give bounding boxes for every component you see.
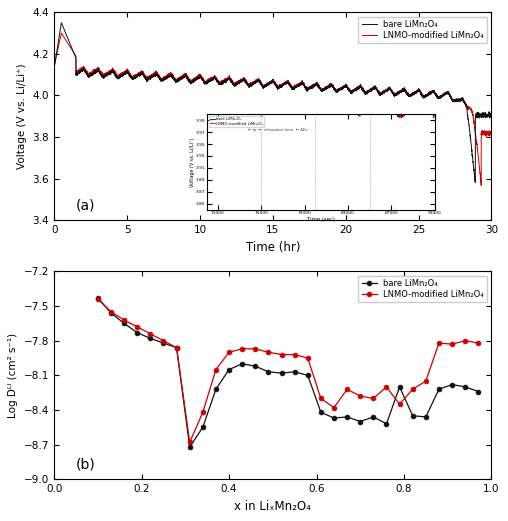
- LNMO-modified LiMn₂O₄: [292, 352, 298, 358]
- Line: bare LiMn₂O₄: bare LiMn₂O₄: [54, 23, 491, 183]
- LNMO-modified LiMn₂O₄: [239, 345, 245, 352]
- LNMO-modified LiMn₂O₄: [423, 378, 429, 384]
- LNMO-modified LiMn₂O₄: [51, 63, 57, 69]
- bare LiMn₂O₄: [147, 336, 153, 342]
- LNMO-modified LiMn₂O₄: [488, 129, 494, 135]
- bare LiMn₂O₄: [278, 370, 284, 376]
- LNMO-modified LiMn₂O₄: [449, 341, 455, 348]
- bare LiMn₂O₄: [423, 414, 429, 420]
- bare LiMn₂O₄: [377, 92, 384, 98]
- bare LiMn₂O₄: [95, 295, 101, 301]
- bare LiMn₂O₄: [292, 369, 298, 375]
- Text: (a): (a): [76, 199, 96, 213]
- LNMO-modified LiMn₂O₄: [121, 317, 127, 323]
- Line: bare LiMn₂O₄: bare LiMn₂O₄: [96, 295, 481, 449]
- LNMO-modified LiMn₂O₄: [200, 409, 206, 415]
- LNMO-modified LiMn₂O₄: [344, 386, 350, 392]
- bare LiMn₂O₄: [436, 386, 442, 392]
- LNMO-modified LiMn₂O₄: [436, 340, 442, 346]
- LNMO-modified LiMn₂O₄: [213, 366, 219, 373]
- bare LiMn₂O₄: [357, 418, 363, 425]
- LNMO-modified LiMn₂O₄: [370, 395, 376, 402]
- bare LiMn₂O₄: [134, 329, 140, 336]
- bare LiMn₂O₄: [409, 413, 416, 419]
- LNMO-modified LiMn₂O₄: [186, 439, 193, 445]
- bare LiMn₂O₄: [370, 414, 376, 420]
- bare LiMn₂O₄: [397, 384, 403, 390]
- LNMO-modified LiMn₂O₄: [462, 338, 468, 344]
- LNMO-modified LiMn₂O₄: [134, 324, 140, 330]
- Line: LNMO-modified LiMn₂O₄: LNMO-modified LiMn₂O₄: [96, 297, 481, 445]
- LNMO-modified LiMn₂O₄: [397, 401, 403, 407]
- X-axis label: Time (hr): Time (hr): [245, 241, 300, 254]
- LNMO-modified LiMn₂O₄: [336, 86, 342, 93]
- bare LiMn₂O₄: [58, 20, 65, 26]
- LNMO-modified LiMn₂O₄: [108, 309, 114, 315]
- LNMO-modified LiMn₂O₄: [313, 80, 320, 86]
- LNMO-modified LiMn₂O₄: [252, 345, 259, 352]
- Legend: bare LiMn₂O₄, LNMO-modified LiMn₂O₄: bare LiMn₂O₄, LNMO-modified LiMn₂O₄: [358, 17, 487, 43]
- bare LiMn₂O₄: [108, 310, 114, 316]
- bare LiMn₂O₄: [410, 91, 417, 97]
- bare LiMn₂O₄: [449, 381, 455, 388]
- LNMO-modified LiMn₂O₄: [384, 384, 390, 390]
- bare LiMn₂O₄: [384, 421, 390, 427]
- LNMO-modified LiMn₂O₄: [305, 355, 311, 361]
- bare LiMn₂O₄: [200, 424, 206, 430]
- Legend: bare LiMn₂O₄, LNMO-modified LiMn₂O₄: bare LiMn₂O₄, LNMO-modified LiMn₂O₄: [358, 276, 487, 302]
- bare LiMn₂O₄: [336, 87, 342, 93]
- bare LiMn₂O₄: [51, 65, 57, 71]
- LNMO-modified LiMn₂O₄: [409, 386, 416, 392]
- bare LiMn₂O₄: [121, 320, 127, 327]
- bare LiMn₂O₄: [161, 340, 167, 346]
- Text: (b): (b): [76, 458, 96, 472]
- bare LiMn₂O₄: [226, 366, 232, 373]
- bare LiMn₂O₄: [174, 344, 180, 351]
- bare LiMn₂O₄: [313, 81, 320, 88]
- LNMO-modified LiMn₂O₄: [58, 30, 65, 36]
- bare LiMn₂O₄: [186, 444, 193, 450]
- bare LiMn₂O₄: [488, 112, 494, 118]
- LNMO-modified LiMn₂O₄: [318, 395, 324, 402]
- LNMO-modified LiMn₂O₄: [278, 352, 284, 358]
- LNMO-modified LiMn₂O₄: [410, 91, 417, 97]
- bare LiMn₂O₄: [331, 415, 337, 421]
- LNMO-modified LiMn₂O₄: [95, 296, 101, 302]
- bare LiMn₂O₄: [318, 409, 324, 415]
- bare LiMn₂O₄: [252, 363, 259, 369]
- Y-axis label: Voltage (V vs. Li/Li⁺): Voltage (V vs. Li/Li⁺): [17, 64, 27, 169]
- bare LiMn₂O₄: [472, 180, 479, 186]
- bare LiMn₂O₄: [218, 79, 225, 85]
- LNMO-modified LiMn₂O₄: [331, 404, 337, 411]
- LNMO-modified LiMn₂O₄: [131, 73, 137, 80]
- LNMO-modified LiMn₂O₄: [218, 79, 225, 85]
- bare LiMn₂O₄: [462, 384, 468, 390]
- Line: LNMO-modified LiMn₂O₄: LNMO-modified LiMn₂O₄: [54, 33, 491, 185]
- LNMO-modified LiMn₂O₄: [265, 349, 271, 355]
- bare LiMn₂O₄: [265, 369, 271, 375]
- bare LiMn₂O₄: [305, 372, 311, 378]
- LNMO-modified LiMn₂O₄: [475, 340, 482, 346]
- Y-axis label: Log Dᴸᴵ (cm² s⁻¹): Log Dᴸᴵ (cm² s⁻¹): [8, 333, 18, 418]
- bare LiMn₂O₄: [131, 74, 137, 80]
- bare LiMn₂O₄: [213, 386, 219, 392]
- LNMO-modified LiMn₂O₄: [357, 393, 363, 399]
- X-axis label: x in LiₓMn₂O₄: x in LiₓMn₂O₄: [234, 500, 311, 513]
- LNMO-modified LiMn₂O₄: [147, 331, 153, 337]
- LNMO-modified LiMn₂O₄: [226, 349, 232, 355]
- bare LiMn₂O₄: [239, 361, 245, 367]
- LNMO-modified LiMn₂O₄: [174, 344, 180, 351]
- LNMO-modified LiMn₂O₄: [377, 91, 384, 97]
- LNMO-modified LiMn₂O₄: [478, 182, 484, 189]
- LNMO-modified LiMn₂O₄: [161, 338, 167, 344]
- bare LiMn₂O₄: [475, 388, 482, 394]
- bare LiMn₂O₄: [344, 414, 350, 420]
